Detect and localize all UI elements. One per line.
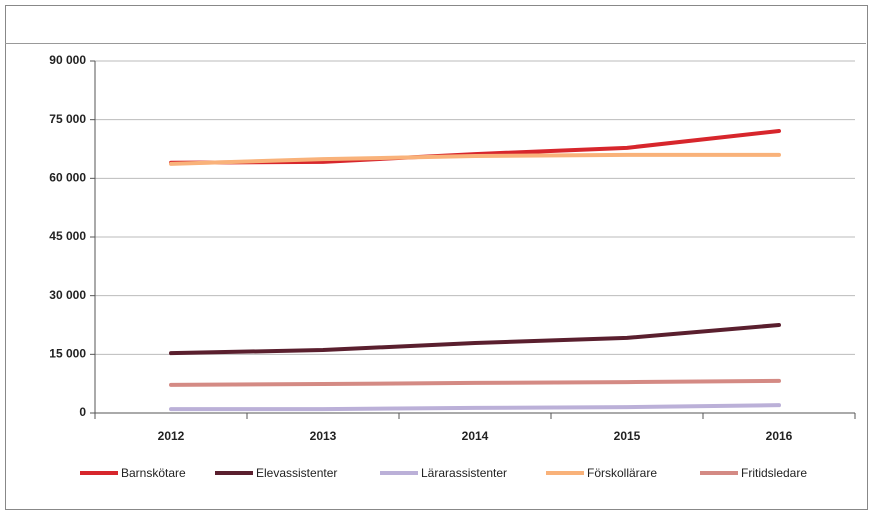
x-tick-label: 2015 (614, 429, 641, 443)
x-tick-label: 2016 (766, 429, 793, 443)
y-tick-label: 15 000 (49, 347, 86, 361)
x-tick-label: 2012 (158, 429, 185, 443)
x-tick-label: 2014 (462, 429, 489, 443)
x-tick-label: 2013 (310, 429, 337, 443)
y-tick-label: 0 (79, 405, 86, 419)
legend-label: Elevassistenter (256, 466, 337, 480)
series-line (169, 403, 781, 412)
legend-label: Barnskötare (121, 466, 186, 480)
y-tick-label: 45 000 (49, 229, 86, 243)
series-line (169, 152, 781, 166)
legend-label: Fritidsledare (741, 466, 807, 480)
legend-label: Lärarassistenter (421, 466, 507, 480)
y-tick-label: 75 000 (49, 112, 86, 126)
y-tick-label: 90 000 (49, 53, 86, 67)
legend-label: Förskollärare (587, 466, 657, 480)
series-line (169, 323, 781, 356)
series-line (169, 378, 781, 387)
y-tick-label: 60 000 (49, 171, 86, 185)
frame (5, 5, 868, 510)
y-tick-label: 30 000 (49, 288, 86, 302)
